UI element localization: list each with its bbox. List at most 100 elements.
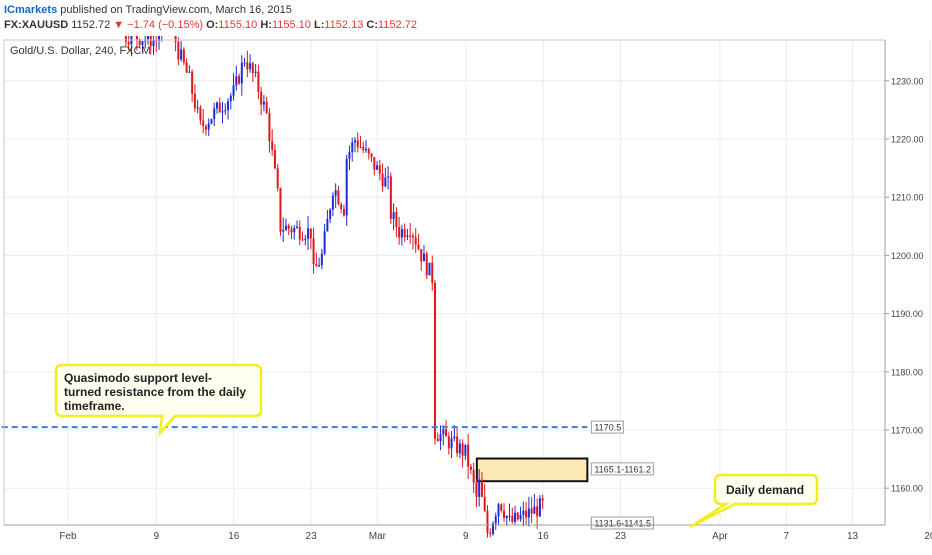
- candle-body: [249, 63, 252, 70]
- x-tick-label: 9: [463, 531, 469, 542]
- candle-body: [381, 173, 384, 187]
- candle-body: [213, 108, 216, 120]
- grid: [4, 40, 931, 525]
- candle-body: [458, 443, 461, 454]
- candle-body: [238, 76, 241, 84]
- candle-body: [124, 0, 127, 42]
- close-value: 1152.72: [378, 19, 417, 31]
- candle-body: [489, 532, 492, 534]
- candle-body: [541, 498, 544, 501]
- candle-body: [318, 265, 321, 267]
- candle-body: [442, 429, 445, 435]
- x-tick-label: 9: [154, 531, 160, 542]
- candle-body: [525, 510, 528, 518]
- candle-body: [516, 512, 519, 520]
- candle-body: [511, 515, 514, 522]
- change-down-icon: ▼: [113, 19, 125, 31]
- quote-line: FX:XAUUSD 1152.72 ▼ −1.74 (−0.15%) O:115…: [4, 19, 417, 31]
- candle-body: [467, 444, 470, 467]
- y-tick-label: 1210.00: [891, 193, 924, 203]
- symbol-label: FX:XAUUSD: [4, 19, 69, 31]
- candle-body: [436, 438, 439, 442]
- candle-body: [530, 508, 533, 514]
- candle-body: [395, 212, 398, 228]
- candle-body: [453, 436, 456, 439]
- candle-body: [536, 506, 539, 517]
- low-label: L:: [313, 19, 325, 31]
- candle-body: [478, 479, 481, 497]
- candle-body: [519, 514, 522, 520]
- candle-body: [326, 218, 329, 232]
- candle-body: [304, 238, 307, 240]
- candle-body: [251, 63, 254, 73]
- candle-body: [293, 227, 296, 233]
- quasimodo-callout-text-3: timeframe.: [64, 399, 125, 413]
- candle-body: [240, 62, 243, 84]
- candle-body: [417, 244, 420, 250]
- zone-rect: [475, 457, 589, 483]
- candle-body: [469, 466, 472, 470]
- candle-body: [422, 253, 425, 262]
- zones: 1165.1-1161.21142.6-1152.11131.6-1141.5: [475, 457, 654, 530]
- x-tick-label: 16: [228, 531, 240, 542]
- candle-body: [376, 165, 379, 170]
- zone-label-box: [590, 516, 654, 530]
- candle-body: [279, 188, 282, 232]
- candle-body: [207, 123, 210, 130]
- candle-body: [425, 253, 428, 276]
- candle-body: [345, 158, 348, 216]
- x-tick-label: 13: [847, 531, 859, 542]
- candle-body: [450, 438, 453, 449]
- candle-body: [483, 496, 486, 511]
- candle-body: [296, 226, 299, 228]
- candle-body: [271, 140, 274, 150]
- candle-body: [138, 39, 141, 45]
- candle-body: [149, 31, 152, 47]
- quasimodo-callout-text-2: turned resistance from the daily: [64, 385, 246, 399]
- high-value: 1155.10: [271, 19, 311, 31]
- candle-body: [135, 32, 138, 40]
- candles: [124, 0, 544, 538]
- callouts: Quasimodo support level- turned resistan…: [54, 363, 819, 529]
- candle-body: [224, 110, 227, 112]
- candle-body: [287, 225, 290, 229]
- candle-body: [298, 226, 301, 240]
- axes: 1160.00 1170.00 1180.00 1190.00 1200.00 1210.…: [3, 39, 932, 542]
- candle-body: [268, 112, 271, 141]
- high-label: H:: [260, 19, 272, 31]
- brand-link[interactable]: ICmarkets: [4, 4, 58, 16]
- candle-body: [204, 126, 207, 130]
- chart-title: Gold/U.S. Dollar, 240, FXCM: [10, 45, 151, 57]
- candle-body: [340, 204, 343, 210]
- candle-body: [351, 142, 354, 153]
- candle-body: [373, 157, 376, 170]
- x-tick-label: 20: [924, 531, 932, 542]
- last-price: 1152.72: [71, 19, 111, 31]
- candle-body: [320, 253, 323, 266]
- candle-body: [356, 140, 359, 147]
- candle-body: [152, 39, 155, 47]
- quasimodo-callout-text-1: Quasimodo support level-: [64, 371, 212, 385]
- candle-body: [337, 190, 340, 205]
- x-tick-label: 7: [783, 531, 789, 542]
- x-tick-label: 23: [615, 531, 627, 542]
- candle-body: [464, 444, 467, 456]
- candle-body: [370, 153, 373, 158]
- candle-body: [141, 41, 144, 45]
- candle-body: [227, 101, 230, 111]
- candle-body: [472, 469, 475, 483]
- candle-body: [232, 85, 235, 96]
- candle-body: [400, 229, 403, 238]
- candle-body: [174, 26, 177, 42]
- open-label: O:: [206, 19, 219, 31]
- candle-body: [486, 510, 489, 533]
- candle-body: [508, 515, 511, 517]
- level-label-box: [590, 420, 624, 434]
- x-tick-label: Apr: [712, 531, 728, 542]
- candle-body: [276, 168, 279, 189]
- candle-body: [342, 209, 345, 216]
- candle-body: [199, 107, 202, 121]
- open-value: 1155.10: [218, 19, 258, 31]
